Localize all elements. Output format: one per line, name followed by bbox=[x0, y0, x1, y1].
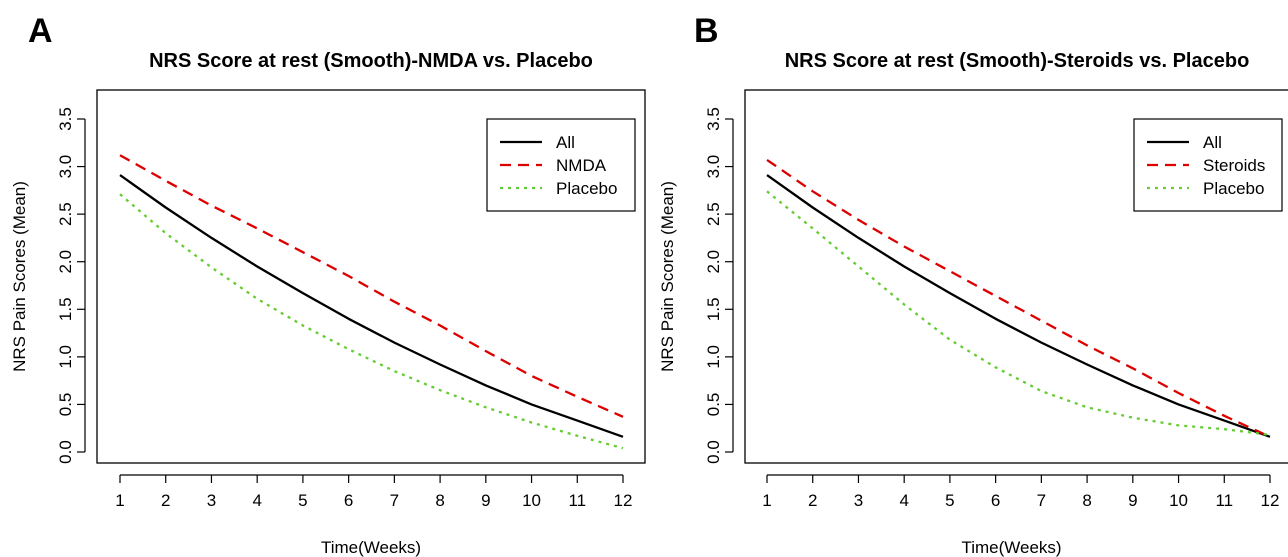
y-tick-label: 3.0 bbox=[704, 155, 723, 179]
x-tick-label: 12 bbox=[614, 491, 633, 510]
y-tick-label: 2.5 bbox=[56, 202, 75, 226]
x-tick-label: 5 bbox=[945, 491, 954, 510]
x-axis-label: Time(Weeks) bbox=[961, 538, 1061, 557]
panel-a: A NRS Score at rest (Smooth)-NMDA vs. Pla… bbox=[10, 12, 646, 557]
y-tick-label: 2.5 bbox=[704, 202, 723, 226]
y-axis-label: NRS Pain Scores (Mean) bbox=[658, 181, 677, 372]
legend-box bbox=[1133, 118, 1283, 212]
x-tick-label: 7 bbox=[390, 491, 399, 510]
series-line-all bbox=[766, 174, 1271, 438]
legend-label: All bbox=[1203, 133, 1222, 152]
y-tick-label: 3.5 bbox=[704, 107, 723, 131]
x-tick-label: 8 bbox=[435, 491, 444, 510]
legend: All Steroids Placebo bbox=[1133, 118, 1283, 212]
panel-letter: B bbox=[694, 12, 719, 50]
chart-title: NRS Score at rest (Smooth)-NMDA vs. Plac… bbox=[149, 50, 593, 72]
x-tick-label: 4 bbox=[252, 491, 261, 510]
x-tick-label: 11 bbox=[568, 491, 586, 510]
x-tick-label: 9 bbox=[481, 491, 490, 510]
plot-frame bbox=[744, 89, 1288, 464]
panel-letter: A bbox=[28, 12, 53, 50]
x-axis-label: Time(Weeks) bbox=[321, 538, 421, 557]
chart-title: NRS Score at rest (Smooth)-Steroids vs. … bbox=[785, 50, 1250, 72]
panel-b: B NRS Score at rest (Smooth)-Steroids vs.… bbox=[658, 12, 1288, 557]
x-tick-label: 2 bbox=[808, 491, 817, 510]
x-tick-label: 10 bbox=[1169, 491, 1188, 510]
y-tick-label: 1.5 bbox=[56, 297, 75, 321]
x-tick-label: 8 bbox=[1082, 491, 1091, 510]
x-tick-label: 3 bbox=[854, 491, 863, 510]
legend-label: NMDA bbox=[556, 156, 607, 175]
series-line-all bbox=[119, 174, 624, 438]
y-tick-label: 3.0 bbox=[56, 155, 75, 179]
x-tick-label: 10 bbox=[522, 491, 541, 510]
series-line-placebo bbox=[766, 190, 1271, 437]
x-tick-label: 11 bbox=[1215, 491, 1233, 510]
legend-label: Placebo bbox=[1203, 179, 1264, 198]
x-tick-label: 6 bbox=[991, 491, 1000, 510]
y-axis-label: NRS Pain Scores (Mean) bbox=[10, 181, 29, 372]
y-tick-label: 2.0 bbox=[56, 250, 75, 274]
x-tick-label: 1 bbox=[115, 491, 124, 510]
y-tick-label: 2.0 bbox=[704, 250, 723, 274]
y-tick-label: 1.5 bbox=[704, 297, 723, 321]
x-tick-label: 1 bbox=[762, 491, 771, 510]
legend: All NMDA Placebo bbox=[486, 118, 636, 212]
y-tick-label: 0.0 bbox=[704, 440, 723, 464]
x-tick-label: 7 bbox=[1037, 491, 1046, 510]
legend-label: Steroids bbox=[1203, 156, 1265, 175]
y-tick-label: 0.0 bbox=[56, 440, 75, 464]
x-tick-label: 9 bbox=[1128, 491, 1137, 510]
y-tick-label: 3.5 bbox=[56, 107, 75, 131]
x-tick-label: 5 bbox=[298, 491, 307, 510]
legend-label: All bbox=[556, 133, 575, 152]
x-tick-label: 12 bbox=[1261, 491, 1280, 510]
series-line-steroids bbox=[766, 158, 1271, 438]
x-tick-label: 3 bbox=[207, 491, 216, 510]
y-tick-label: 1.0 bbox=[704, 345, 723, 369]
plot-frame bbox=[96, 89, 646, 464]
x-tick-label: 2 bbox=[161, 491, 170, 510]
legend-label: Placebo bbox=[556, 179, 617, 198]
x-tick-label: 6 bbox=[344, 491, 353, 510]
y-tick-label: 0.5 bbox=[56, 393, 75, 417]
series-line-nmda bbox=[119, 154, 624, 418]
x-tick-label: 4 bbox=[899, 491, 908, 510]
y-tick-label: 0.5 bbox=[704, 393, 723, 417]
y-tick-label: 1.0 bbox=[56, 345, 75, 369]
legend-box bbox=[486, 118, 636, 212]
series-line-placebo bbox=[119, 193, 624, 450]
